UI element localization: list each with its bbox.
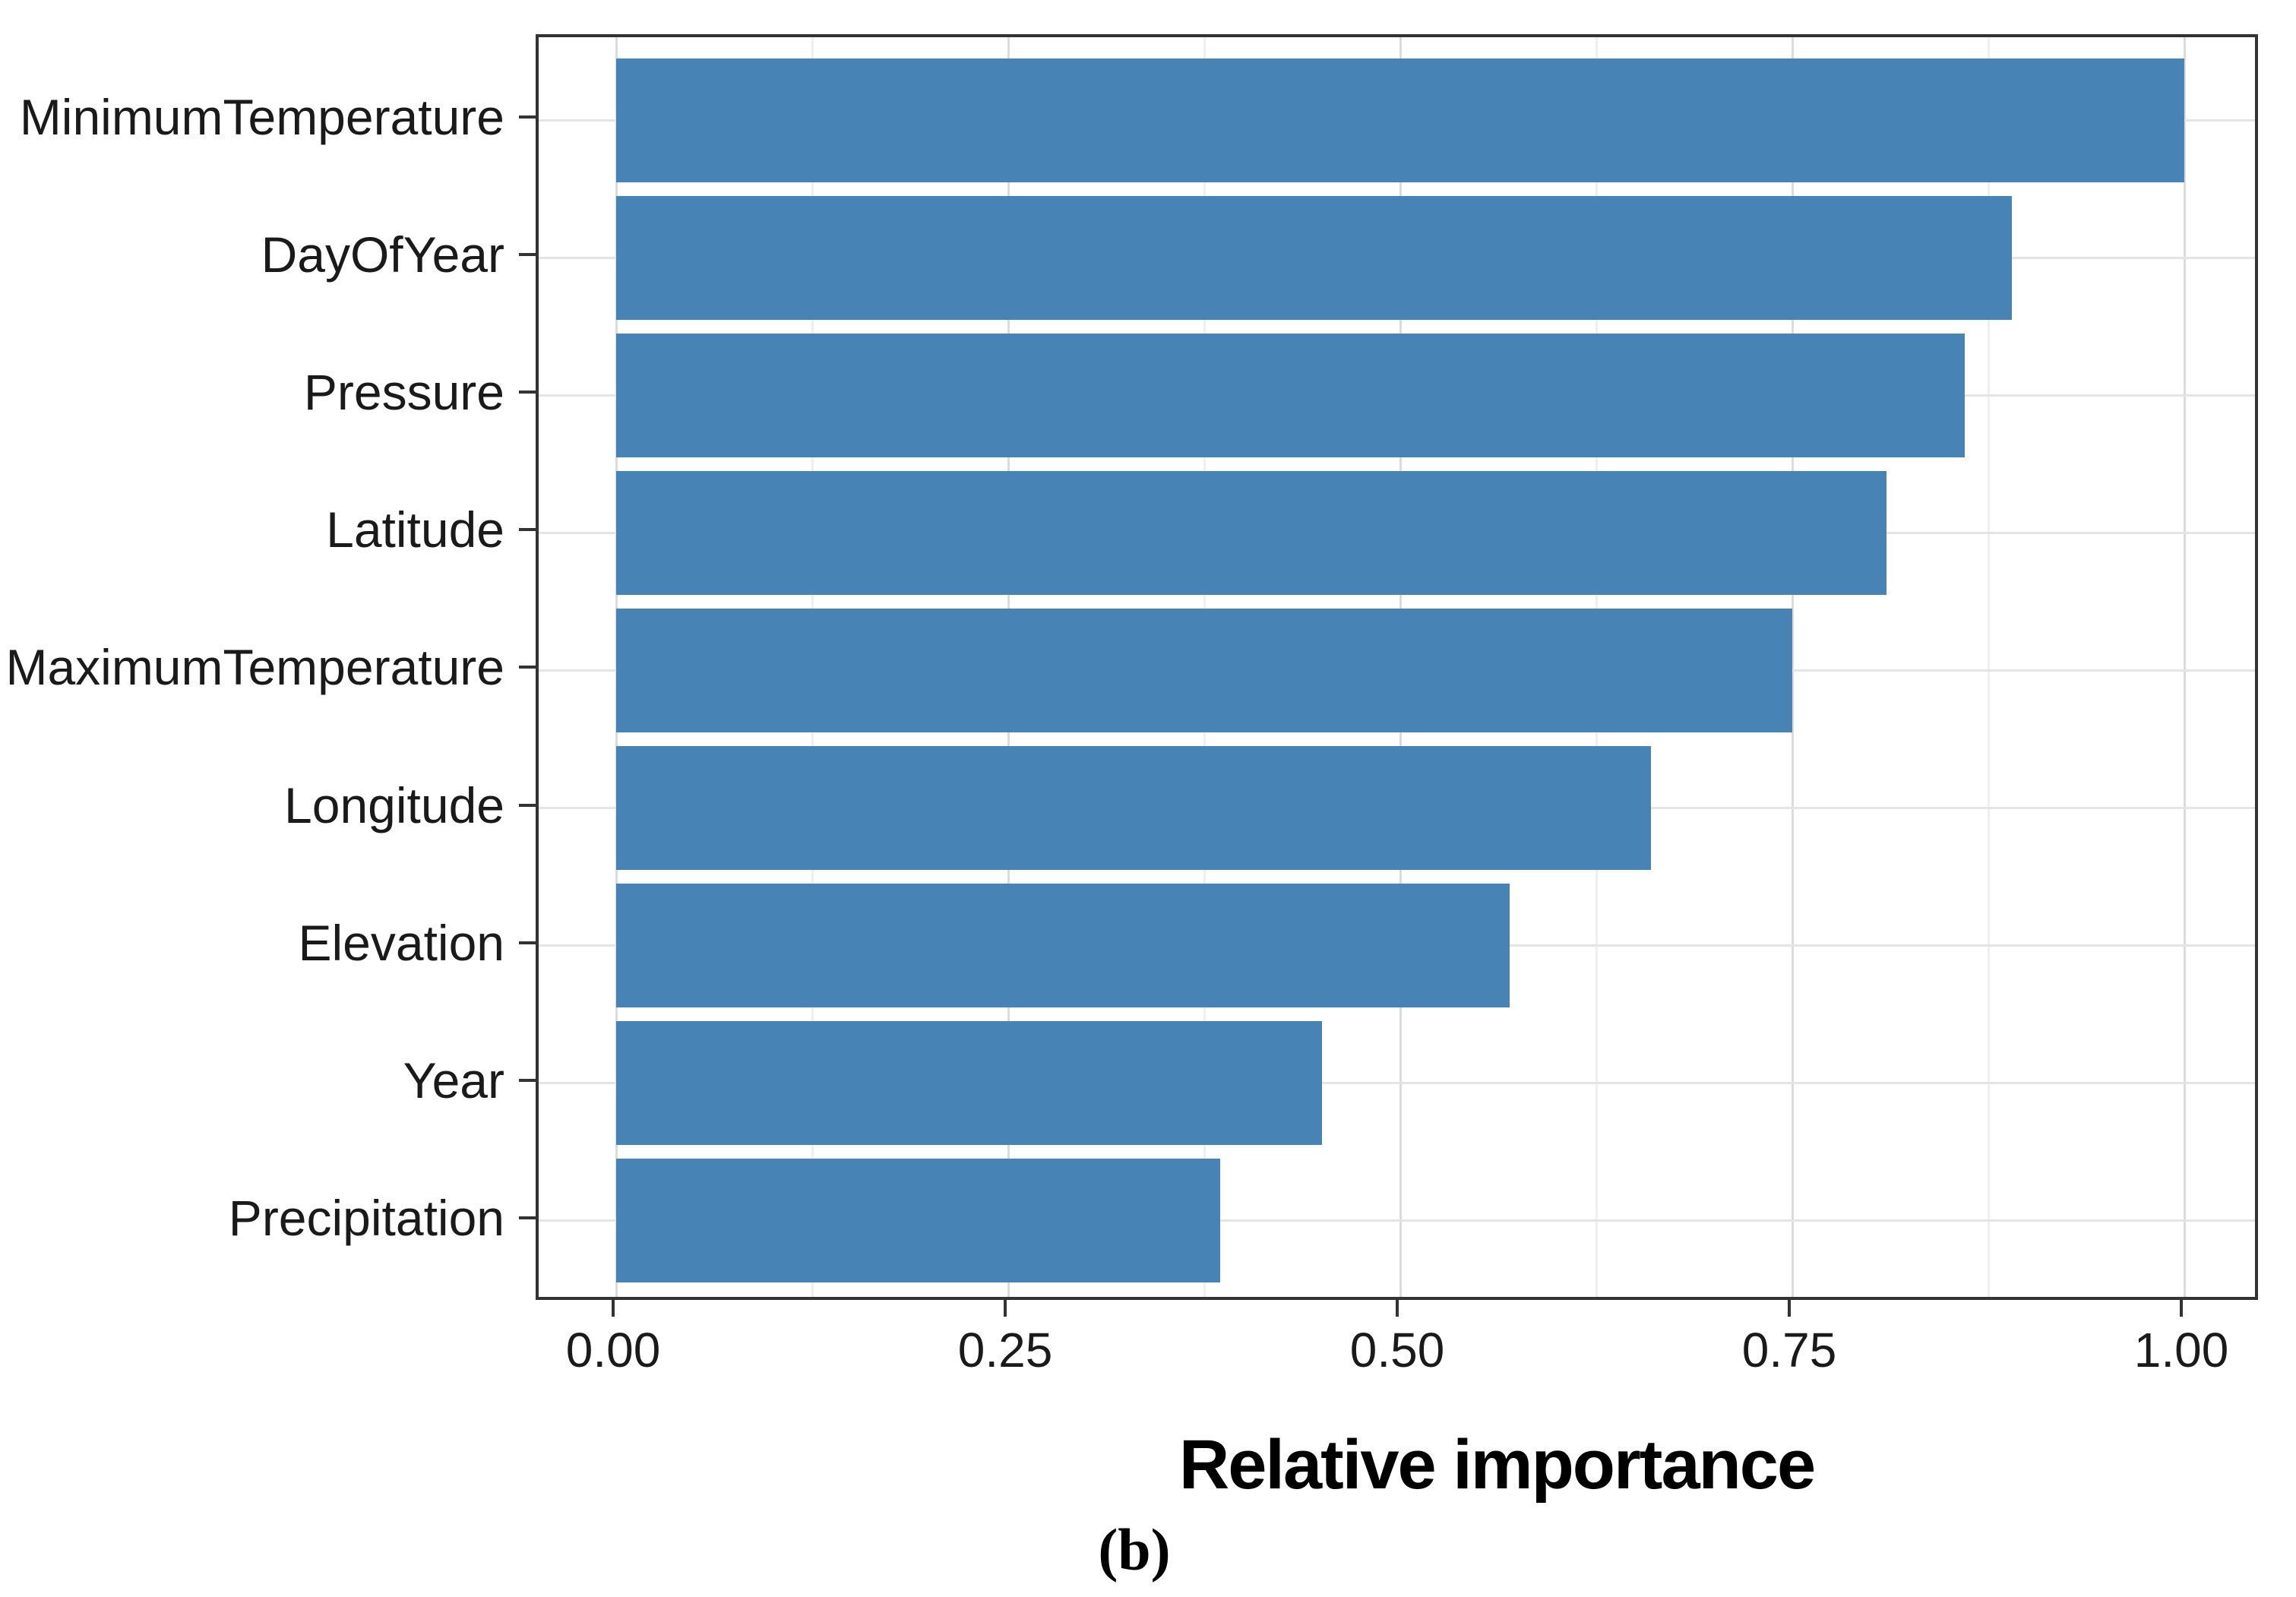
x-tick-label: 0.25 xyxy=(957,1323,1053,1377)
x-axis-tick xyxy=(1396,1300,1399,1317)
y-axis-tick xyxy=(519,115,536,119)
bar xyxy=(616,58,2184,182)
figure-caption: (b) xyxy=(1098,1516,1171,1583)
bar xyxy=(616,1021,1322,1146)
bar xyxy=(616,1159,1220,1283)
major-gridline xyxy=(2183,37,2186,1297)
x-axis-tick xyxy=(2180,1300,2183,1317)
y-axis-label: Precipitation xyxy=(228,1189,504,1246)
row-gridline xyxy=(539,1219,2255,1222)
x-axis-tick xyxy=(612,1300,615,1317)
y-axis-label: Year xyxy=(403,1051,504,1108)
y-axis-tick xyxy=(519,941,536,944)
y-axis-tick xyxy=(519,391,536,394)
major-gridline xyxy=(1791,37,1794,1297)
y-axis-label: Pressure xyxy=(303,364,504,421)
bar xyxy=(616,608,1792,732)
bar xyxy=(616,746,1652,870)
y-axis-tick xyxy=(519,1216,536,1219)
y-axis-label: MinimumTemperature xyxy=(19,89,504,145)
x-axis-title: Relative importance xyxy=(1178,1426,1816,1504)
x-tick-label: 0.75 xyxy=(1741,1323,1837,1377)
bar xyxy=(616,470,1886,595)
y-axis-label: Latitude xyxy=(326,501,504,558)
y-axis-label: Elevation xyxy=(298,914,504,971)
row-gridline xyxy=(539,1082,2255,1085)
y-axis-label: MaximumTemperature xyxy=(5,639,504,696)
y-axis-label: Longitude xyxy=(284,776,504,833)
y-axis-tick xyxy=(519,666,536,669)
x-tick-label: 1.00 xyxy=(2133,1323,2229,1377)
y-axis-tick xyxy=(519,528,536,532)
x-axis-tick xyxy=(1788,1300,1791,1317)
minor-gridline xyxy=(1987,37,1990,1297)
bar xyxy=(616,333,1966,457)
bar xyxy=(616,195,2012,320)
x-tick-label: 0.50 xyxy=(1349,1323,1445,1377)
y-axis-tick xyxy=(519,253,536,257)
y-axis-tick xyxy=(519,1078,536,1082)
y-axis-tick xyxy=(519,803,536,807)
plot-panel xyxy=(536,34,2258,1300)
x-axis-tick xyxy=(1004,1300,1007,1317)
y-axis-label: DayOfYear xyxy=(261,226,504,283)
bar xyxy=(616,884,1510,1008)
x-tick-label: 0.00 xyxy=(565,1323,661,1377)
